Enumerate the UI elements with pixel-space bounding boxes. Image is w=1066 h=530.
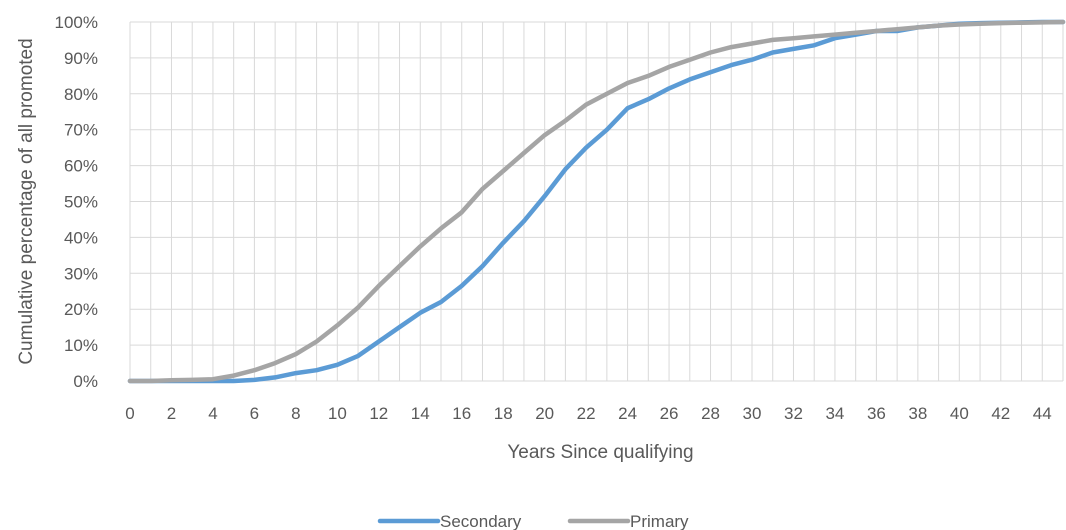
x-tick-label: 16 [452, 404, 471, 423]
x-tick-label: 40 [950, 404, 969, 423]
x-tick-label: 28 [701, 404, 720, 423]
x-tick-label: 36 [867, 404, 886, 423]
x-tick-label: 6 [250, 404, 259, 423]
x-tick-label: 10 [328, 404, 347, 423]
series-lines [127, 19, 1066, 384]
x-tick-label: 4 [208, 404, 217, 423]
y-tick-label: 40% [64, 228, 98, 247]
legend-label-primary: Primary [630, 512, 689, 530]
y-tick-label: 70% [64, 121, 98, 140]
x-tick-label: 22 [577, 404, 596, 423]
y-tick-label: 10% [64, 336, 98, 355]
x-axis-ticks: 0 2 4 6 8 10 12 14 16 18 20 22 24 26 28 30 32 34 36 38 40 42 4… [125, 404, 1051, 423]
x-tick-label: 24 [618, 404, 637, 423]
y-tick-label: 50% [64, 193, 98, 212]
x-tick-label: 34 [825, 404, 844, 423]
x-tick-label: 20 [535, 404, 554, 423]
x-tick-label: 26 [660, 404, 679, 423]
legend-label-secondary: Secondary [440, 512, 522, 530]
x-tick-label: 44 [1033, 404, 1052, 423]
y-tick-label: 90% [64, 49, 98, 68]
legend: Secondary Primary [377, 512, 689, 530]
x-tick-label: 0 [125, 404, 134, 423]
y-tick-label: 0% [73, 372, 98, 391]
y-axis-title: Cumulative percentage of all promoted [16, 38, 37, 364]
x-tick-label: 18 [494, 404, 513, 423]
x-tick-label: 8 [291, 404, 300, 423]
y-tick-label: 80% [64, 85, 98, 104]
x-tick-label: 30 [743, 404, 762, 423]
x-tick-label: 42 [991, 404, 1010, 423]
y-tick-label: 60% [64, 157, 98, 176]
y-tick-label: 100% [55, 13, 98, 32]
x-tick-label: 32 [784, 404, 803, 423]
x-tick-label: 14 [411, 404, 430, 423]
y-tick-label: 20% [64, 300, 98, 319]
x-axis-title: Years Since qualifying [507, 442, 693, 463]
x-tick-label: 38 [908, 404, 927, 423]
y-axis-ticks: 0% 10% 20% 30% 40% 50% 60% 70% 80% 90% 100% [55, 13, 98, 391]
y-tick-label: 30% [64, 264, 98, 283]
grid [129, 21, 1064, 382]
x-tick-label: 12 [369, 404, 388, 423]
x-tick-label: 2 [167, 404, 176, 423]
series-line-primary [127, 19, 1066, 384]
